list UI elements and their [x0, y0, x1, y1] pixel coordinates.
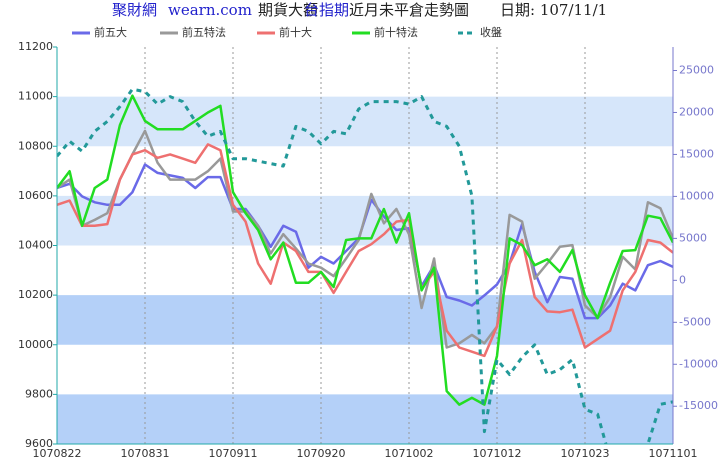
legend-label: 前五大: [94, 25, 127, 39]
y-tick-label: 10800: [18, 139, 53, 152]
legend-label: 前五特法: [182, 25, 226, 39]
y2-tick-label: 0: [679, 273, 686, 286]
title-part: 近月未平倉走勢圖: [349, 1, 469, 19]
legend-label: 前十特法: [374, 25, 418, 39]
x-tick-label: 1070911: [209, 447, 258, 460]
y-tick-label: 10400: [18, 239, 53, 252]
title-part: 台指期: [304, 1, 349, 19]
y2-tick-label: 10000: [679, 189, 714, 202]
background-band: [57, 295, 673, 345]
site-url: wearn.com: [168, 1, 252, 19]
y-tick-label: 11000: [18, 90, 53, 103]
legend-label: 前十大: [279, 25, 312, 39]
y2-tick-label: -10000: [679, 357, 718, 370]
y2-tick-label: -5000: [679, 315, 711, 328]
y-tick-label: 11200: [18, 40, 53, 53]
y-tick-label: 9600: [25, 437, 53, 450]
y-tick-label: 10600: [18, 189, 53, 202]
x-tick-label: 1070920: [297, 447, 346, 460]
x-tick-label: 1071023: [561, 447, 610, 460]
y2-tick-label: 15000: [679, 147, 714, 160]
site-name: 聚財網: [112, 1, 157, 19]
background-band: [57, 394, 673, 444]
y-tick-label: 10000: [18, 338, 53, 351]
x-tick-label: 1070822: [33, 447, 82, 460]
y2-tick-label: 5000: [679, 231, 707, 244]
title-part: 期貨大額: [258, 1, 318, 19]
y2-tick-label: 20000: [679, 105, 714, 118]
x-tick-label: 1071002: [385, 447, 434, 460]
y2-tick-label: 25000: [679, 64, 714, 77]
y-tick-label: 9800: [25, 387, 53, 400]
y2-tick-label: -15000: [679, 399, 718, 412]
date-label: 日期: 107/11/1: [500, 1, 607, 19]
x-tick-label: 1071012: [473, 447, 522, 460]
series-line: [57, 87, 673, 444]
series-line: [57, 129, 673, 349]
series-line: [57, 143, 673, 358]
x-tick-label: 1070831: [121, 447, 170, 460]
series-line: [57, 94, 673, 406]
legend-label: 收盤: [480, 25, 502, 39]
y-tick-label: 10200: [18, 288, 53, 301]
x-tick-label: 1071101: [649, 447, 698, 460]
